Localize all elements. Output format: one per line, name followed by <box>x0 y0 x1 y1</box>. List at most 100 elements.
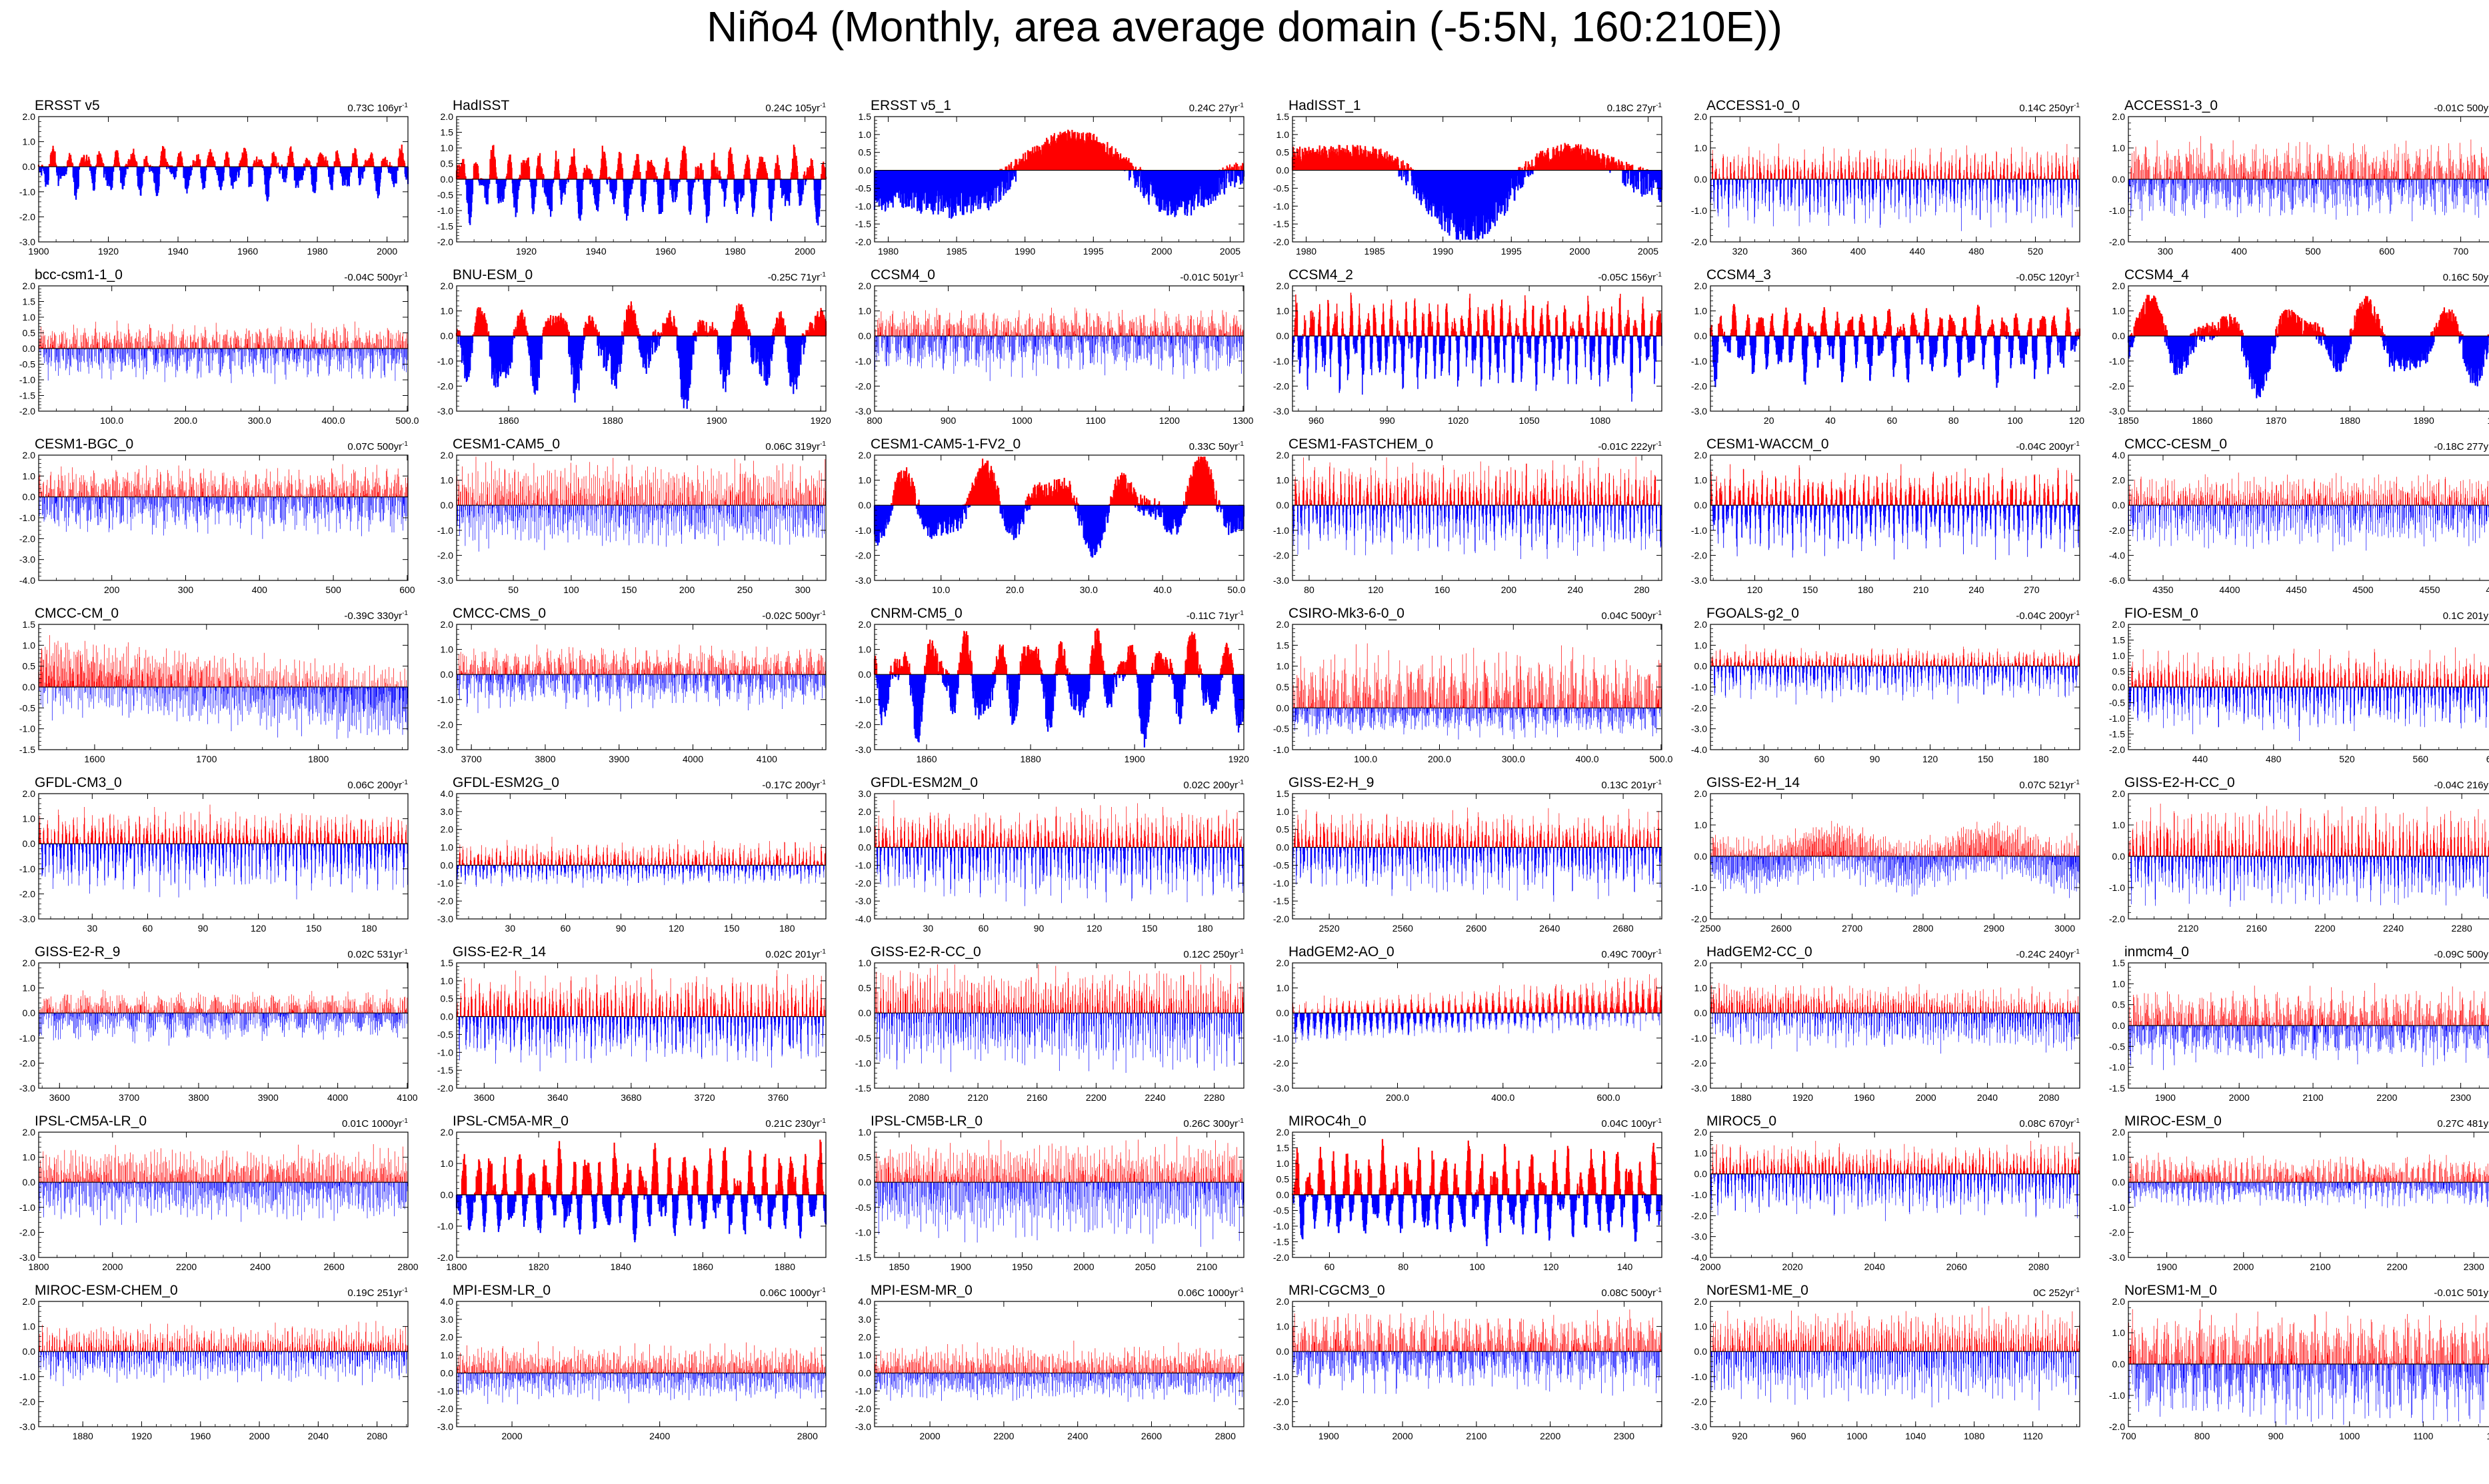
x-tick-label: 2000 <box>249 1431 269 1441</box>
x-tick-label: 2000 <box>1569 246 1590 257</box>
y-tick-label: -2.0 <box>19 211 35 222</box>
y-tick-label: 2.0 <box>441 619 454 630</box>
negative-anomaly-series <box>465 179 822 226</box>
x-tick-label: 250 <box>737 584 753 595</box>
y-tick-label: 1.0 <box>441 842 454 853</box>
y-tick-label: -2.0 <box>1691 1210 1707 1221</box>
negative-anomaly-series <box>1292 1013 1660 1043</box>
y-tick-label: 1.5 <box>1276 640 1290 650</box>
panel: -1.5 -1.0 -0.5 0.0 0.5 1.0 1850 1900 1950 2000 205… <box>836 1112 1254 1279</box>
panel-trend-stat: 0.06C 1000yr-1 <box>760 1284 826 1300</box>
trend-value: 0.12C 250yr <box>1183 949 1239 960</box>
y-tick-label: -2.0 <box>437 1083 453 1094</box>
trend-value: -0.05C 156yr <box>1598 272 1656 283</box>
trend-exponent: -1 <box>820 1117 826 1125</box>
panel: -3.0 -2.0 -1.0 0.0 1.0 2.0 3.0 4.0 30 60 90 120 150 1… <box>418 774 836 940</box>
x-tick-label: 240 <box>1568 584 1584 595</box>
trend-exponent: -1 <box>2074 948 2080 956</box>
trend-value: 0.02C 531yr <box>347 949 403 960</box>
trend-value: -0.25C 71yr <box>767 272 821 283</box>
positive-anomaly-series <box>455 301 827 337</box>
x-tick-label: 40 <box>1825 415 1836 426</box>
trend-exponent: -1 <box>1656 271 1662 279</box>
x-tick-label: 60 <box>143 923 153 934</box>
positive-anomaly-series <box>37 145 406 167</box>
x-tick-label: 320 <box>1732 246 1748 257</box>
panel-trend-stat: 0.07C 500yr-1 <box>347 438 408 454</box>
panel-trend-stat: 0.33C 50yr-1 <box>1189 438 1244 454</box>
x-tick-label: 2800 <box>797 1431 818 1441</box>
y-tick-label: -0.5 <box>19 359 35 370</box>
y-tick-label: 2.0 <box>23 788 36 799</box>
x-tick-label: 1900 <box>1125 754 1145 764</box>
y-tick-label: -0.5 <box>1273 183 1289 193</box>
negative-anomaly-series <box>457 336 807 409</box>
y-tick-label: 2.0 <box>859 281 872 291</box>
panel-chart: -1.5 -1.0 -0.5 0.0 0.5 1.0 1850 1900 1950 2000 205… <box>855 1127 1244 1272</box>
y-tick-label: 0.0 <box>1694 851 1708 862</box>
negative-anomaly-series <box>456 865 825 888</box>
y-tick-label: -3.0 <box>437 406 453 416</box>
y-tick-label: 0.0 <box>23 682 36 692</box>
plot-frame <box>38 116 409 243</box>
x-tick-label: 1600 <box>84 754 105 764</box>
trend-value: -0.04C 200yr <box>2016 441 2074 452</box>
x-tick-label: 900 <box>2268 1431 2284 1441</box>
panel-trend-stat: 0.24C 105yr-1 <box>765 99 826 115</box>
trend-exponent: -1 <box>2074 779 2080 786</box>
trend-exponent: -1 <box>1656 1287 1662 1294</box>
panel-trend-stat: -0.17C 200yr-1 <box>762 776 826 792</box>
y-tick-label: 1.0 <box>2112 1327 2126 1338</box>
panel-chart: -2.0 -1.5 -1.0 -0.5 0.0 0.5 1.0 1.5 2.0 1920 1940 1… <box>437 111 827 257</box>
y-tick-label: -1.0 <box>1273 201 1289 211</box>
panel-title: ACCESS1-0_0 <box>1706 98 1800 113</box>
panel: -4.0 -3.0 -2.0 -1.0 0.0 1.0 2.0 200 300 400 500 600… <box>0 435 418 602</box>
x-tick-label: 2200 <box>2376 1092 2397 1103</box>
y-tick-label: 2.0 <box>1276 619 1290 630</box>
trend-value: 0.08C 500yr <box>1601 1287 1656 1299</box>
y-tick-label: 0.0 <box>1694 1008 1708 1018</box>
x-tick-label: 1900 <box>2155 1092 2176 1103</box>
y-tick-label: 2.0 <box>1276 450 1290 460</box>
x-tick-label: 180 <box>1858 584 1874 595</box>
x-tick-label: 150 <box>621 584 637 595</box>
panel-title: GFDL-ESM2M_0 <box>871 775 979 790</box>
negative-anomaly-series <box>1710 856 2080 898</box>
panel-trend-stat: 0.08C 500yr-1 <box>1601 1284 1662 1300</box>
panel-title: CCSM4_2 <box>1288 267 1353 283</box>
y-tick-label: 1.0 <box>1276 475 1290 486</box>
positive-anomaly-series <box>875 964 1244 1014</box>
panel: -2.0 -1.5 -1.0 -0.5 0.0 0.5 1.0 1.5 2.0 100.0 200.… <box>0 266 419 432</box>
panel-chart: -3.0 -2.0 -1.0 0.0 1.0 2.0 120 150 180 210 240 270 <box>1691 450 2080 595</box>
y-tick-label: -3.0 <box>19 237 35 247</box>
trend-value: -0.11C 71yr <box>1186 610 1239 622</box>
y-tick-label: 1.0 <box>859 958 872 968</box>
x-tick-label: 1990 <box>1015 246 1035 257</box>
x-tick-label: 1900 <box>2487 415 2489 426</box>
panel-trend-stat: 0.27C 481yr-1 <box>2437 1115 2489 1131</box>
x-tick-label: 2520 <box>1319 923 1340 934</box>
y-tick-label: -3.0 <box>1691 1231 1707 1242</box>
x-tick-label: 2200 <box>2387 1261 2408 1272</box>
positive-anomaly-series <box>1294 807 1660 848</box>
negative-anomaly-series <box>1710 1173 2080 1221</box>
y-tick-label: -1.0 <box>2109 1062 2125 1073</box>
x-tick-label: 20.0 <box>1006 584 1024 595</box>
x-tick-label: 1820 <box>529 1261 549 1272</box>
panel-title: inmcm4_0 <box>2124 944 2189 960</box>
y-tick-label: 0.0 <box>23 838 36 849</box>
trend-value: 0.13C 201yr <box>1601 780 1656 791</box>
x-tick-label: 1000 <box>2339 1431 2360 1441</box>
trend-value: -0.17C 200yr <box>762 780 821 791</box>
x-tick-label: 2000 <box>1916 1092 1936 1103</box>
y-tick-label: 2.0 <box>1694 1127 1708 1137</box>
y-tick-label: 1.5 <box>2112 958 2126 968</box>
panel-title: GFDL-CM3_0 <box>35 775 122 790</box>
x-tick-label: 1050 <box>1519 415 1540 426</box>
panel-title: MPI-ESM-MR_0 <box>871 1283 973 1298</box>
plot-frame <box>874 454 1244 581</box>
positive-anomaly-series <box>457 644 826 675</box>
panel-title: IPSL-CM5A-LR_0 <box>35 1113 147 1129</box>
y-tick-label: 0.0 <box>1694 331 1708 341</box>
x-tick-label: 2400 <box>250 1261 271 1272</box>
